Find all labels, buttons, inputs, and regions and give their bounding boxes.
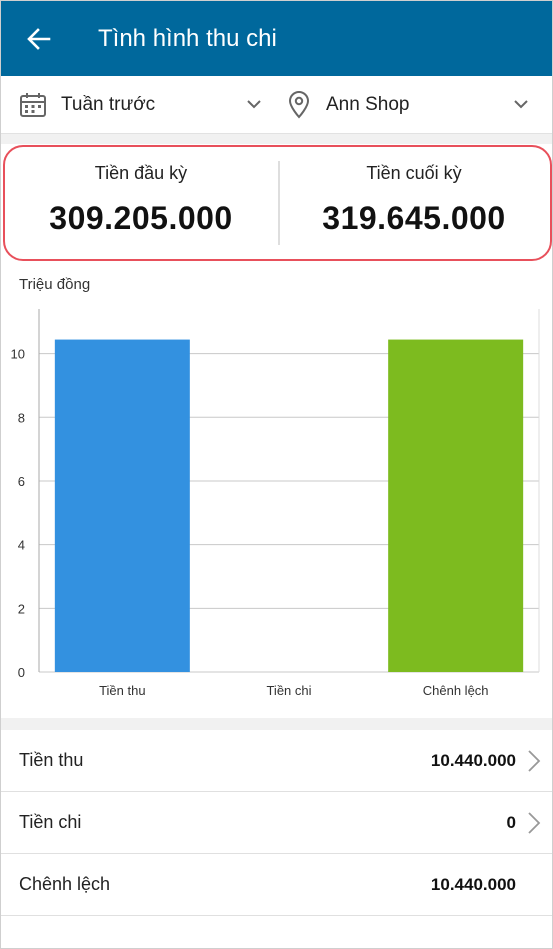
row-difference: Chênh lệch 10.440.000	[1, 854, 552, 916]
period-dropdown[interactable]: Tuần trước	[19, 76, 269, 134]
closing-balance-value: 319.645.000	[322, 200, 506, 236]
arrow-left-icon	[27, 28, 51, 50]
chevron-down-icon	[247, 100, 261, 109]
closing-balance: Tiền cuối kỳ 319.645.000	[278, 147, 550, 259]
row-label: Tiền thu	[19, 750, 84, 770]
x-tick-label: Tiền thu	[99, 683, 146, 698]
period-label: Tuần trước	[61, 94, 156, 115]
closing-balance-label: Tiền cuối kỳ	[366, 163, 462, 183]
y-tick-label: 8	[18, 410, 25, 425]
filter-bar: Tuần trước Ann Shop	[1, 76, 552, 134]
bar-1	[54, 339, 190, 672]
opening-balance-label: Tiền đầu kỳ	[94, 163, 188, 183]
section-divider	[1, 134, 552, 144]
row-label: Tiền chi	[19, 812, 82, 832]
income-expense-chart: Triệu đồng 0 2 4 6 8 10 Tiền thu Tiền chi Chênh …	[1, 263, 552, 715]
summary-divider	[278, 161, 280, 245]
location-pin-icon	[288, 91, 310, 119]
page-title: Tình hình thu chi	[98, 25, 277, 52]
opening-balance-value: 309.205.000	[49, 200, 233, 236]
bar-3	[388, 339, 524, 672]
row-label: Chênh lệch	[19, 874, 111, 894]
y-tick-label: 10	[11, 347, 25, 362]
section-divider	[1, 718, 552, 730]
summary-list: Tiền thu 10.440.000 Tiền chi 0 Chênh lệc…	[1, 730, 552, 916]
opening-balance: Tiền đầu kỳ 309.205.000	[5, 147, 277, 259]
chevron-right-icon	[528, 812, 541, 834]
balance-summary-card: Tiền đầu kỳ 309.205.000 Tiền cuối kỳ 319…	[3, 145, 552, 261]
calendar-icon	[20, 93, 46, 117]
back-button[interactable]	[21, 23, 57, 55]
row-value: 0	[506, 812, 516, 832]
row-income[interactable]: Tiền thu 10.440.000	[1, 730, 552, 792]
row-value: 10.440.000	[430, 874, 516, 894]
chevron-right-icon	[528, 750, 541, 772]
y-tick-label: 2	[18, 601, 25, 616]
chevron-down-icon	[514, 100, 528, 109]
row-expense[interactable]: Tiền chi 0	[1, 792, 552, 854]
y-tick-label: 0	[18, 665, 25, 680]
shop-dropdown[interactable]: Ann Shop	[286, 76, 536, 134]
x-tick-label: Tiền chi	[266, 683, 311, 698]
bar-chart: 0 2 4 6 8 10 Tiền thu Tiền chi Chênh lệch	[11, 309, 540, 698]
shop-label: Ann Shop	[326, 94, 410, 115]
app-bar: Tình hình thu chi	[1, 1, 552, 76]
y-tick-label: 4	[18, 538, 25, 553]
y-tick-label: 6	[18, 474, 25, 489]
chart-unit-label: Triệu đồng	[19, 276, 91, 293]
x-tick-label: Chênh lệch	[423, 683, 489, 698]
row-value: 10.440.000	[430, 750, 516, 770]
